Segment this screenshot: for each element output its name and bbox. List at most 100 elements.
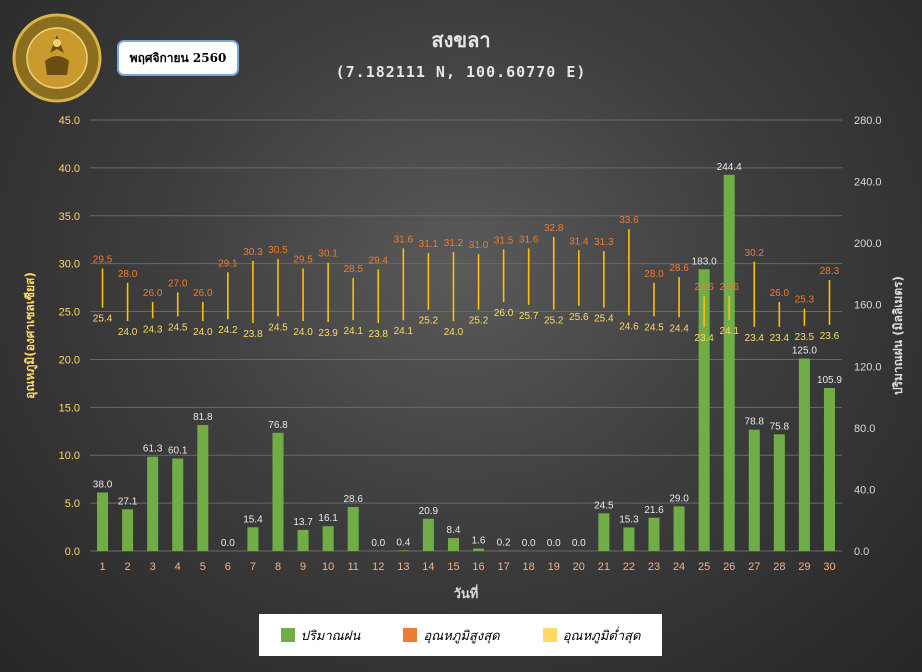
x-tick-label: 9 [300, 561, 306, 573]
legend-label-tmin: อุณหภูมิต่ำสุด [562, 628, 641, 644]
tmax-data-label: 28.0 [118, 269, 138, 280]
x-tick-label: 4 [175, 561, 181, 573]
rain-bar [698, 269, 710, 551]
rain-bar [322, 526, 334, 551]
rain-data-label: 105.9 [817, 375, 842, 386]
legend-swatch-tmax [403, 628, 418, 642]
tmax-data-label: 29.5 [93, 254, 113, 265]
tmin-data-label: 23.4 [770, 333, 790, 344]
y-left-tick-label: 15.0 [59, 402, 80, 414]
rain-data-label: 16.1 [318, 513, 338, 524]
y-left-tick-label: 45.0 [59, 115, 80, 127]
rain-data-label: 61.3 [143, 444, 163, 455]
tmin-data-label: 24.5 [268, 322, 288, 333]
tmin-data-label: 23.5 [795, 332, 815, 343]
tmin-data-label: 23.6 [820, 331, 840, 342]
tmax-data-label: 31.3 [594, 237, 614, 248]
chart-title: สงขลา [431, 28, 491, 52]
y-left-tick-label: 20.0 [59, 354, 80, 366]
x-tick-label: 2 [125, 561, 131, 573]
y-right-tick-label: 280.0 [854, 115, 882, 127]
rain-bar [823, 387, 835, 551]
rain-data-label: 8.4 [447, 525, 461, 536]
tmin-data-label: 24.4 [669, 323, 689, 334]
x-tick-label: 19 [548, 561, 560, 573]
rain-data-label: 27.1 [118, 496, 138, 507]
x-tick-label: 1 [99, 561, 105, 573]
tmax-data-label: 28.0 [644, 269, 664, 280]
x-tick-label: 18 [523, 561, 535, 573]
rain-data-label: 0.0 [547, 538, 561, 549]
y-right-tick-label: 80.0 [854, 423, 875, 435]
tmax-data-label: 26.6 [719, 282, 739, 293]
tmin-data-label: 25.6 [569, 312, 589, 323]
rain-bar [297, 529, 309, 551]
tmax-data-label: 31.6 [519, 234, 539, 245]
x-tick-label: 23 [648, 561, 660, 573]
rain-bar [473, 548, 485, 551]
tmax-data-label: 29.1 [218, 258, 238, 269]
rain-data-label: 78.8 [745, 417, 765, 428]
x-tick-label: 26 [723, 561, 735, 573]
rain-data-label: 15.3 [619, 514, 639, 525]
rain-data-label: 0.2 [497, 538, 511, 549]
y-left-tick-label: 0.0 [65, 546, 80, 558]
tmin-data-label: 24.1 [394, 326, 414, 337]
y-left-tick-label: 35.0 [59, 211, 80, 223]
rain-bar [748, 429, 760, 551]
rain-bar [723, 174, 735, 551]
rain-bar [623, 527, 635, 551]
tmax-data-label: 30.2 [745, 248, 765, 259]
rain-data-label: 0.0 [522, 538, 536, 549]
y-left-tick-label: 30.0 [59, 259, 80, 271]
tmax-data-label: 29.4 [369, 255, 389, 266]
rain-data-label: 125.0 [792, 346, 817, 357]
tmax-data-label: 26.0 [193, 288, 213, 299]
rain-bar [397, 550, 409, 551]
tmax-data-label: 33.6 [619, 215, 639, 226]
tmax-data-label: 27.0 [168, 278, 188, 289]
rain-data-label: 28.6 [343, 494, 363, 505]
tmin-data-label: 23.9 [318, 328, 338, 339]
tmax-data-label: 31.2 [444, 238, 464, 249]
tmax-data-label: 28.5 [343, 264, 363, 275]
x-tick-label: 25 [698, 561, 710, 573]
tmin-data-label: 24.3 [143, 324, 163, 335]
tmax-data-label: 30.5 [268, 245, 288, 256]
tmin-data-label: 24.1 [343, 326, 363, 337]
tmax-data-label: 30.1 [318, 249, 338, 260]
rain-data-label: 60.1 [168, 445, 188, 456]
tmin-data-label: 24.0 [193, 327, 213, 338]
tmin-data-label: 26.0 [494, 308, 514, 319]
rain-data-label: 81.8 [193, 412, 213, 423]
tmin-data-label: 24.6 [619, 321, 639, 332]
tmax-data-label: 32.8 [544, 223, 564, 234]
tmax-data-label: 28.6 [669, 263, 689, 274]
rain-data-label: 0.4 [396, 537, 410, 548]
x-tick-label: 3 [150, 561, 156, 573]
tmin-data-label: 24.0 [293, 327, 313, 338]
x-tick-label: 22 [623, 561, 635, 573]
y-right-tick-label: 160.0 [854, 300, 882, 312]
x-tick-label: 30 [823, 561, 835, 573]
legend-item-rain: ปริมาณฝน [280, 625, 360, 646]
tmax-data-label: 31.0 [469, 240, 489, 251]
tmd-seal-icon [12, 13, 102, 103]
legend: ปริมาณฝน อุณหภูมิสูงสุด อุณหภูมิต่ำสุด [259, 614, 662, 656]
rain-bar [197, 425, 209, 551]
y-left-tick-label: 25.0 [59, 307, 80, 319]
rain-bar [172, 458, 184, 551]
tmax-data-label: 30.3 [243, 247, 263, 258]
y-right-tick-label: 200.0 [854, 238, 882, 250]
x-tick-label: 11 [347, 561, 358, 573]
rain-bar [347, 506, 359, 551]
y-right-tick-label: 120.0 [854, 361, 882, 373]
tmin-data-label: 24.5 [644, 322, 664, 333]
legend-item-tmax: อุณหภูมิสูงสุด [403, 625, 500, 646]
tmin-data-label: 23.8 [243, 329, 263, 340]
x-tick-label: 15 [447, 561, 459, 573]
y-left-axis-title: อุณหภูมิ(องศาเซลเซียส) [23, 272, 38, 399]
tmin-data-label: 23.8 [369, 329, 389, 340]
